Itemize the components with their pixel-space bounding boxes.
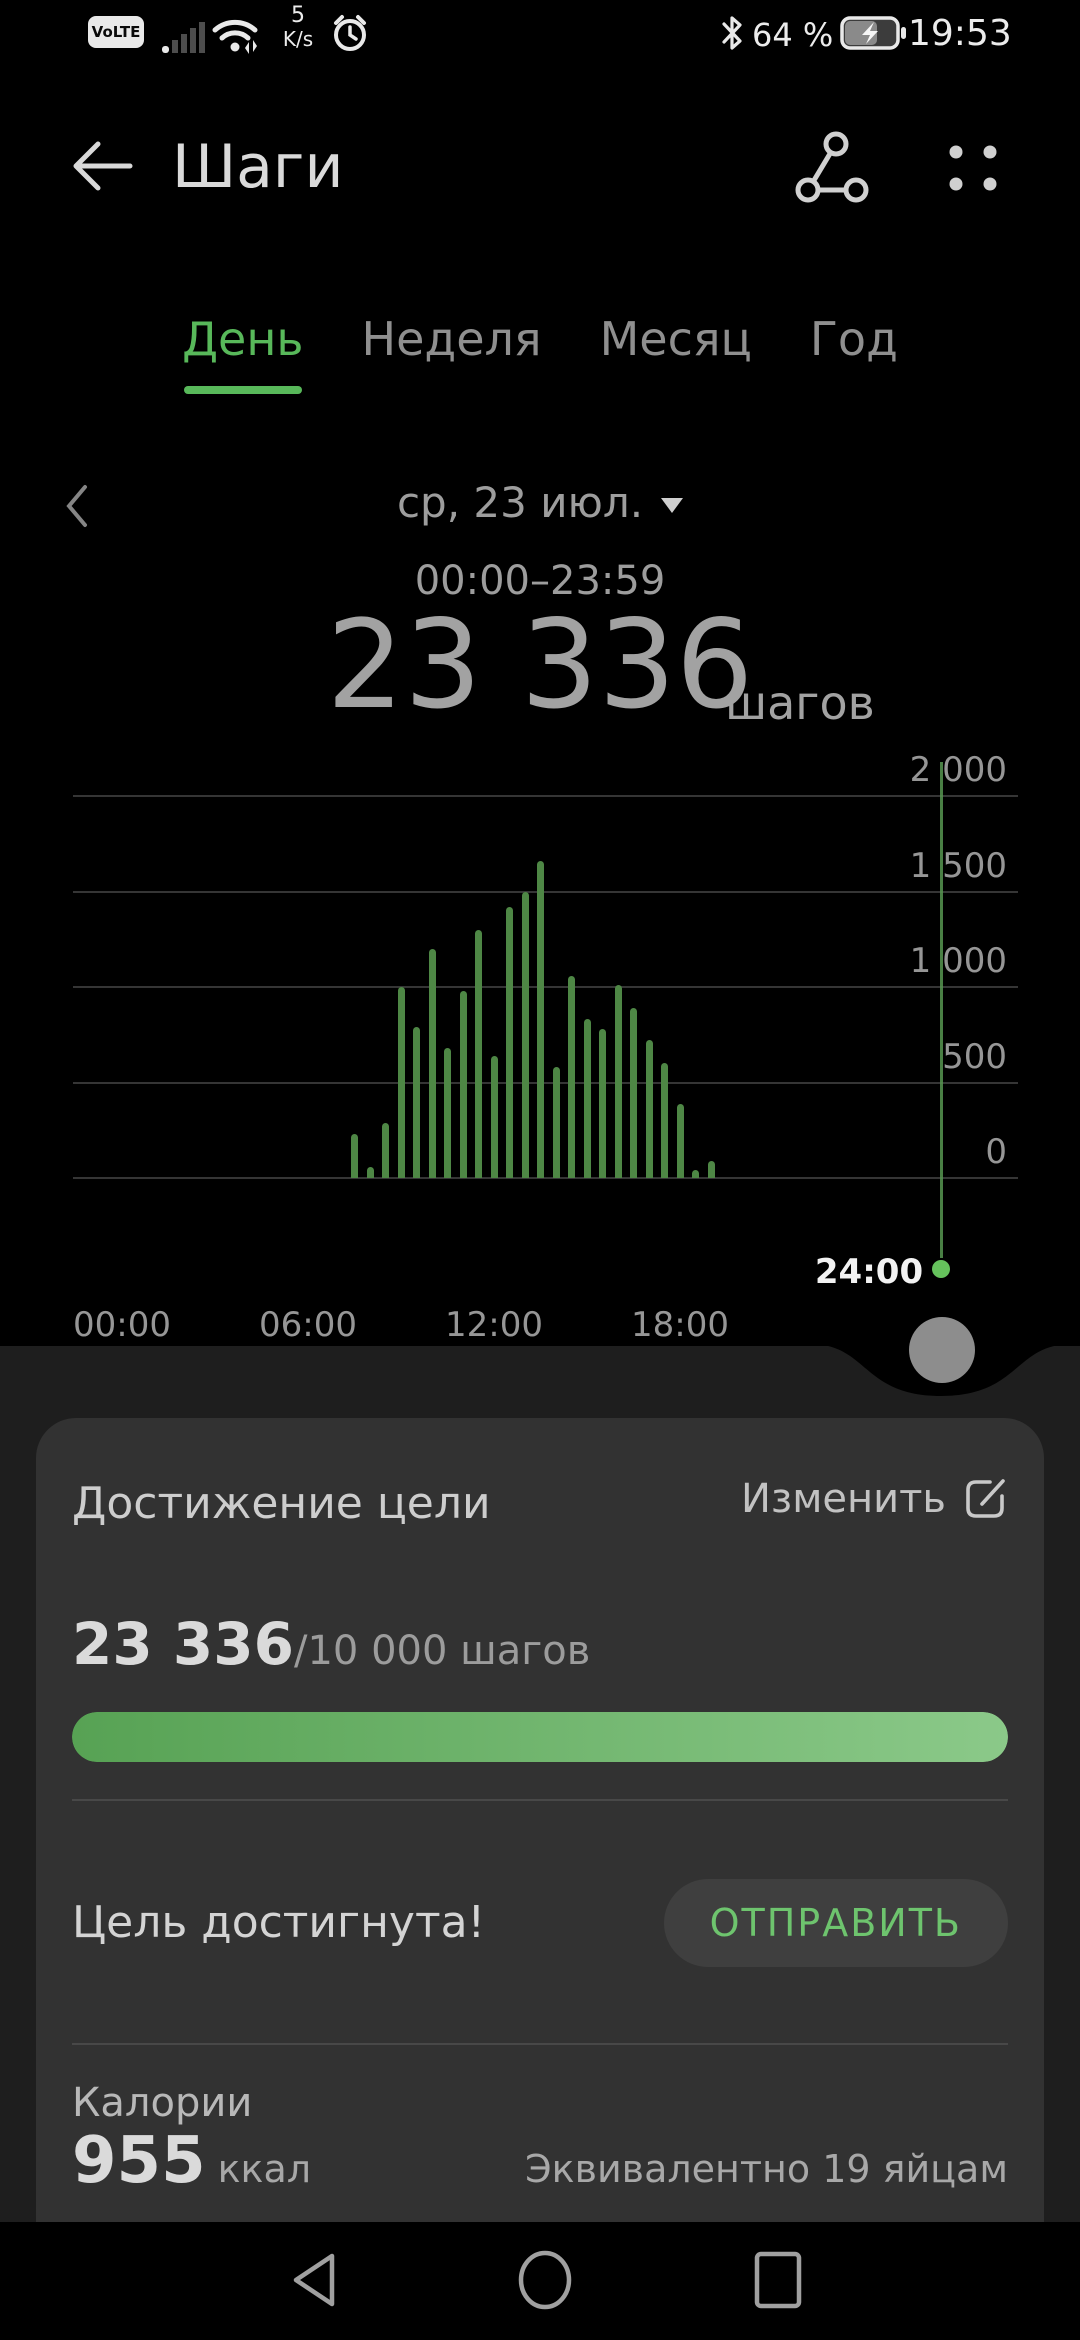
steps-bar xyxy=(382,1122,389,1178)
divider xyxy=(72,2043,1008,2045)
steps-bar xyxy=(537,860,544,1178)
dropdown-caret-icon xyxy=(661,498,684,513)
steps-bar xyxy=(459,990,467,1178)
chart-cursor-line xyxy=(940,762,943,1258)
nav-home-icon[interactable] xyxy=(517,2250,573,2310)
divider xyxy=(72,1799,1008,1801)
nav-back-icon[interactable] xyxy=(286,2250,338,2310)
steps-bar xyxy=(351,1134,358,1178)
steps-bar xyxy=(490,1055,498,1178)
y-axis-tick-label: 1 000 xyxy=(909,941,1007,981)
network-speed: 5 K/s xyxy=(282,3,314,52)
calories-unit: ккал xyxy=(217,2147,312,2191)
x-axis-tick-label: 18:00 xyxy=(631,1305,729,1345)
signal-strength-icon xyxy=(162,22,205,53)
tab-4[interactable]: Год xyxy=(809,312,898,366)
steps-bar xyxy=(583,1019,591,1178)
steps-bar xyxy=(661,1063,668,1178)
steps-unit: шагов xyxy=(725,676,875,730)
steps-bar xyxy=(599,1029,606,1178)
back-button[interactable] xyxy=(68,134,138,198)
steps-bar xyxy=(552,1067,560,1178)
cursor-time-label: 24:00 xyxy=(814,1252,924,1292)
steps-bar xyxy=(630,1008,637,1178)
steps-bar xyxy=(413,1027,420,1178)
steps-bar xyxy=(707,1160,715,1178)
chart-gridline xyxy=(73,1081,1018,1084)
chart-gridline xyxy=(73,890,1018,893)
steps-bar xyxy=(568,975,575,1178)
steps-bar xyxy=(397,987,405,1178)
goal-card: Достижение цели Изменить 23 336 /10 000 … xyxy=(36,1418,1044,2222)
calories-value: 955 xyxy=(72,2124,206,2198)
x-axis-tick-label: 06:00 xyxy=(259,1305,357,1345)
android-nav-bar xyxy=(0,2222,1080,2340)
period-tabs: День Неделя Месяц Год xyxy=(0,312,1080,394)
y-axis-tick-label: 500 xyxy=(942,1036,1007,1077)
goal-progress-target: /10 000 шагов xyxy=(293,1628,591,1674)
y-axis-tick-label: 1 500 xyxy=(909,845,1007,886)
battery-charging-icon xyxy=(840,16,906,50)
time-range-label: 00:00–23:59 xyxy=(414,558,666,604)
battery-percent: 64 % xyxy=(752,16,834,54)
steps-bar xyxy=(444,1048,451,1178)
bluetooth-icon xyxy=(722,16,742,50)
edit-goal-button[interactable]: Изменить xyxy=(741,1476,1008,1522)
nav-recents-icon[interactable] xyxy=(753,2250,803,2310)
send-button[interactable]: ОТПРАВИТЬ xyxy=(663,1879,1008,1967)
goal-card-title: Достижение цели xyxy=(72,1478,491,1529)
edit-pen-icon xyxy=(966,1479,1005,1518)
tab-1[interactable]: День xyxy=(182,312,304,394)
x-axis-tick-label: 12:00 xyxy=(445,1305,543,1345)
goal-progress-bar xyxy=(72,1712,1008,1762)
steps-bar xyxy=(475,929,482,1178)
edit-goal-label: Изменить xyxy=(741,1476,946,1522)
steps-bar xyxy=(366,1166,374,1178)
goal-status-text: Цель достигнута! xyxy=(72,1897,486,1948)
goal-progress-numbers: 23 336 /10 000 шагов xyxy=(72,1610,590,1678)
tab-3[interactable]: Месяц xyxy=(599,312,752,366)
date-selector[interactable]: ср, 23 июл. xyxy=(0,478,1080,527)
menu-dots-button[interactable] xyxy=(936,136,1008,200)
x-axis-tick-label: 00:00 xyxy=(73,1305,171,1345)
chart-gridline xyxy=(73,1177,1018,1179)
steps-bar xyxy=(614,985,622,1178)
steps-bar xyxy=(521,891,529,1178)
steps-bar xyxy=(692,1170,699,1178)
calories-equivalent: Эквивалентно 19 яйцам xyxy=(525,2147,1008,2191)
y-axis-tick-label: 0 xyxy=(985,1132,1007,1172)
page-title: Шаги xyxy=(172,132,344,202)
steps-bar xyxy=(676,1103,684,1178)
cursor-dot-icon xyxy=(932,1260,950,1278)
chart-gridline xyxy=(73,795,1018,797)
y-axis-tick-label: 2 000 xyxy=(909,750,1007,790)
chart-cursor-handle[interactable] xyxy=(909,1317,975,1383)
calories-row: 955 ккал Эквивалентно 19 яйцам xyxy=(72,2124,1008,2198)
wifi-icon xyxy=(212,19,258,54)
steps-bar xyxy=(506,906,513,1178)
alarm-icon xyxy=(334,15,366,51)
chart-gridline xyxy=(73,986,1018,988)
steps-bar-chart[interactable]: 0 500 1 000 1 500 2 000 00:00 06:00 12:00 18:00 2… xyxy=(0,740,1080,1345)
goal-progress-value: 23 336 xyxy=(72,1610,294,1678)
goal-progress-fill xyxy=(72,1712,1008,1762)
steps-bar xyxy=(645,1040,653,1178)
calories-label: Калории xyxy=(72,2080,253,2126)
steps-total: 23 336 xyxy=(326,594,754,736)
share-button[interactable] xyxy=(790,130,870,206)
status-bar: VoLTE 5 K/s 64 % xyxy=(0,0,1080,64)
steps-bar xyxy=(428,948,436,1178)
tab-2[interactable]: Неделя xyxy=(361,312,542,366)
volte-badge-icon: VoLTE xyxy=(88,16,144,48)
date-label: ср, 23 июл. xyxy=(396,478,644,527)
status-clock: 19:53 xyxy=(908,13,1012,54)
goal-status-row: Цель достигнута! ОТПРАВИТЬ xyxy=(72,1879,1008,1967)
prev-day-button[interactable] xyxy=(62,482,92,530)
